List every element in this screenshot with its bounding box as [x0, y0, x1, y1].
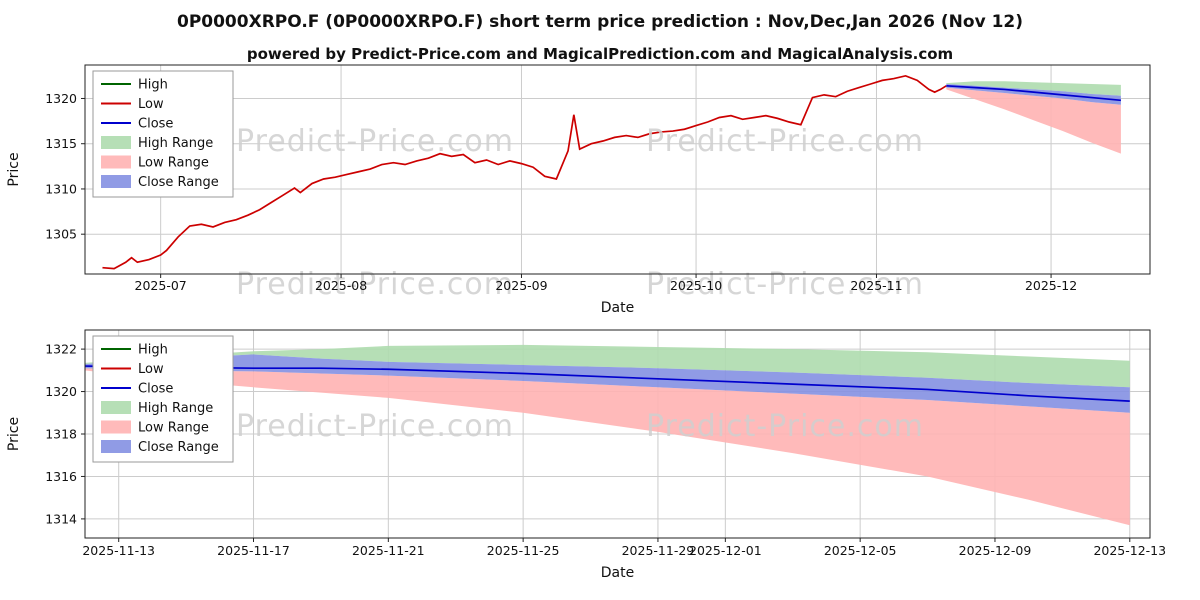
x-tick-label: 2025-11-17 — [217, 543, 290, 558]
y-axis-label: Price — [6, 417, 22, 451]
legend-label: High Range — [138, 401, 213, 416]
low-range-band — [946, 87, 1121, 154]
legend-swatch-low_range — [101, 155, 131, 169]
watermark: Predict-Price.com — [646, 267, 924, 302]
x-tick-label: 2025-09 — [495, 278, 547, 293]
legend-label: Close — [138, 382, 173, 397]
legend-label: Low Range — [138, 156, 209, 171]
legend-swatch-high_range — [101, 136, 131, 149]
y-tick-label: 1314 — [45, 511, 77, 526]
y-tick-label: 1320 — [45, 91, 77, 106]
chart-title: 0P0000XRPO.F (0P0000XRPO.F) short term p… — [176, 12, 1023, 32]
x-tick-label: 2025-10 — [670, 278, 722, 293]
plot-frame — [84, 64, 1151, 275]
legend-label: Close — [138, 117, 173, 132]
y-tick-label: 1322 — [45, 342, 77, 357]
x-tick-label: 2025-12-09 — [959, 543, 1032, 558]
chart-subtitle: powered by Predict-Price.com and Magical… — [246, 45, 954, 63]
legend-label: Close Range — [138, 175, 219, 190]
x-tick-label: 2025-12-13 — [1093, 543, 1166, 558]
legend-label: High Range — [138, 136, 213, 151]
forecast-zoom-chart: Predict-Price.com Predict-Price.com 2025-1… — [6, 329, 1166, 581]
low-range-band — [85, 368, 1130, 526]
y-tick-label: 1316 — [45, 469, 77, 484]
legend: High Low Close High Range Low Range Close Ran… — [92, 335, 234, 463]
x-tick-label: 2025-11 — [850, 278, 902, 293]
watermark: Predict-Price.com — [236, 124, 514, 159]
series-close-forecast — [946, 84, 1121, 102]
y-tick-label: 1310 — [45, 181, 77, 196]
y-tick-label: 1315 — [45, 136, 77, 151]
high-range-band — [85, 344, 1130, 388]
legend-swatch-close_range — [101, 175, 131, 188]
y-tick-label: 1305 — [45, 227, 77, 242]
x-tick-label: 2025-12 — [1025, 278, 1077, 293]
y-tick-label: 1320 — [45, 384, 77, 399]
watermark: Predict-Price.com — [236, 409, 514, 444]
watermark: Predict-Price.com — [646, 124, 924, 159]
price-history-chart: Predict-Price.com Predict-Price.com Predic… — [6, 64, 1151, 316]
x-tick-label: 2025-11-25 — [487, 543, 560, 558]
x-tick-label: 2025-11-13 — [82, 543, 155, 558]
y-axis-label: Price — [6, 152, 22, 186]
x-axis-label: Date — [601, 300, 634, 316]
x-tick-label: 2025-11-29 — [622, 543, 695, 558]
series-low-history — [102, 74, 947, 270]
legend: High Low Close High Range Low Range Close Ran… — [92, 70, 234, 198]
x-tick-label: 2025-12-05 — [824, 543, 897, 558]
legend-label: High — [138, 343, 168, 358]
legend-swatch-close_range — [101, 440, 131, 453]
legend-label: Close Range — [138, 440, 219, 455]
high-range-band — [946, 81, 1121, 96]
legend-label: Low — [138, 362, 164, 377]
legend-label: Low Range — [138, 421, 209, 436]
x-axis-label: Date — [601, 565, 634, 581]
legend-label: Low — [138, 97, 164, 112]
legend-swatch-high_range — [101, 401, 131, 414]
x-tick-label: 2025-08 — [315, 278, 367, 293]
x-tick-label: 2025-07 — [135, 278, 187, 293]
legend-label: High — [138, 78, 168, 93]
watermark: Predict-Price.com — [236, 267, 514, 302]
x-tick-label: 2025-12-01 — [689, 543, 762, 558]
legend-swatch-low_range — [101, 420, 131, 434]
watermark: Predict-Price.com — [646, 409, 924, 444]
y-tick-label: 1318 — [45, 427, 77, 442]
x-tick-label: 2025-11-21 — [352, 543, 425, 558]
